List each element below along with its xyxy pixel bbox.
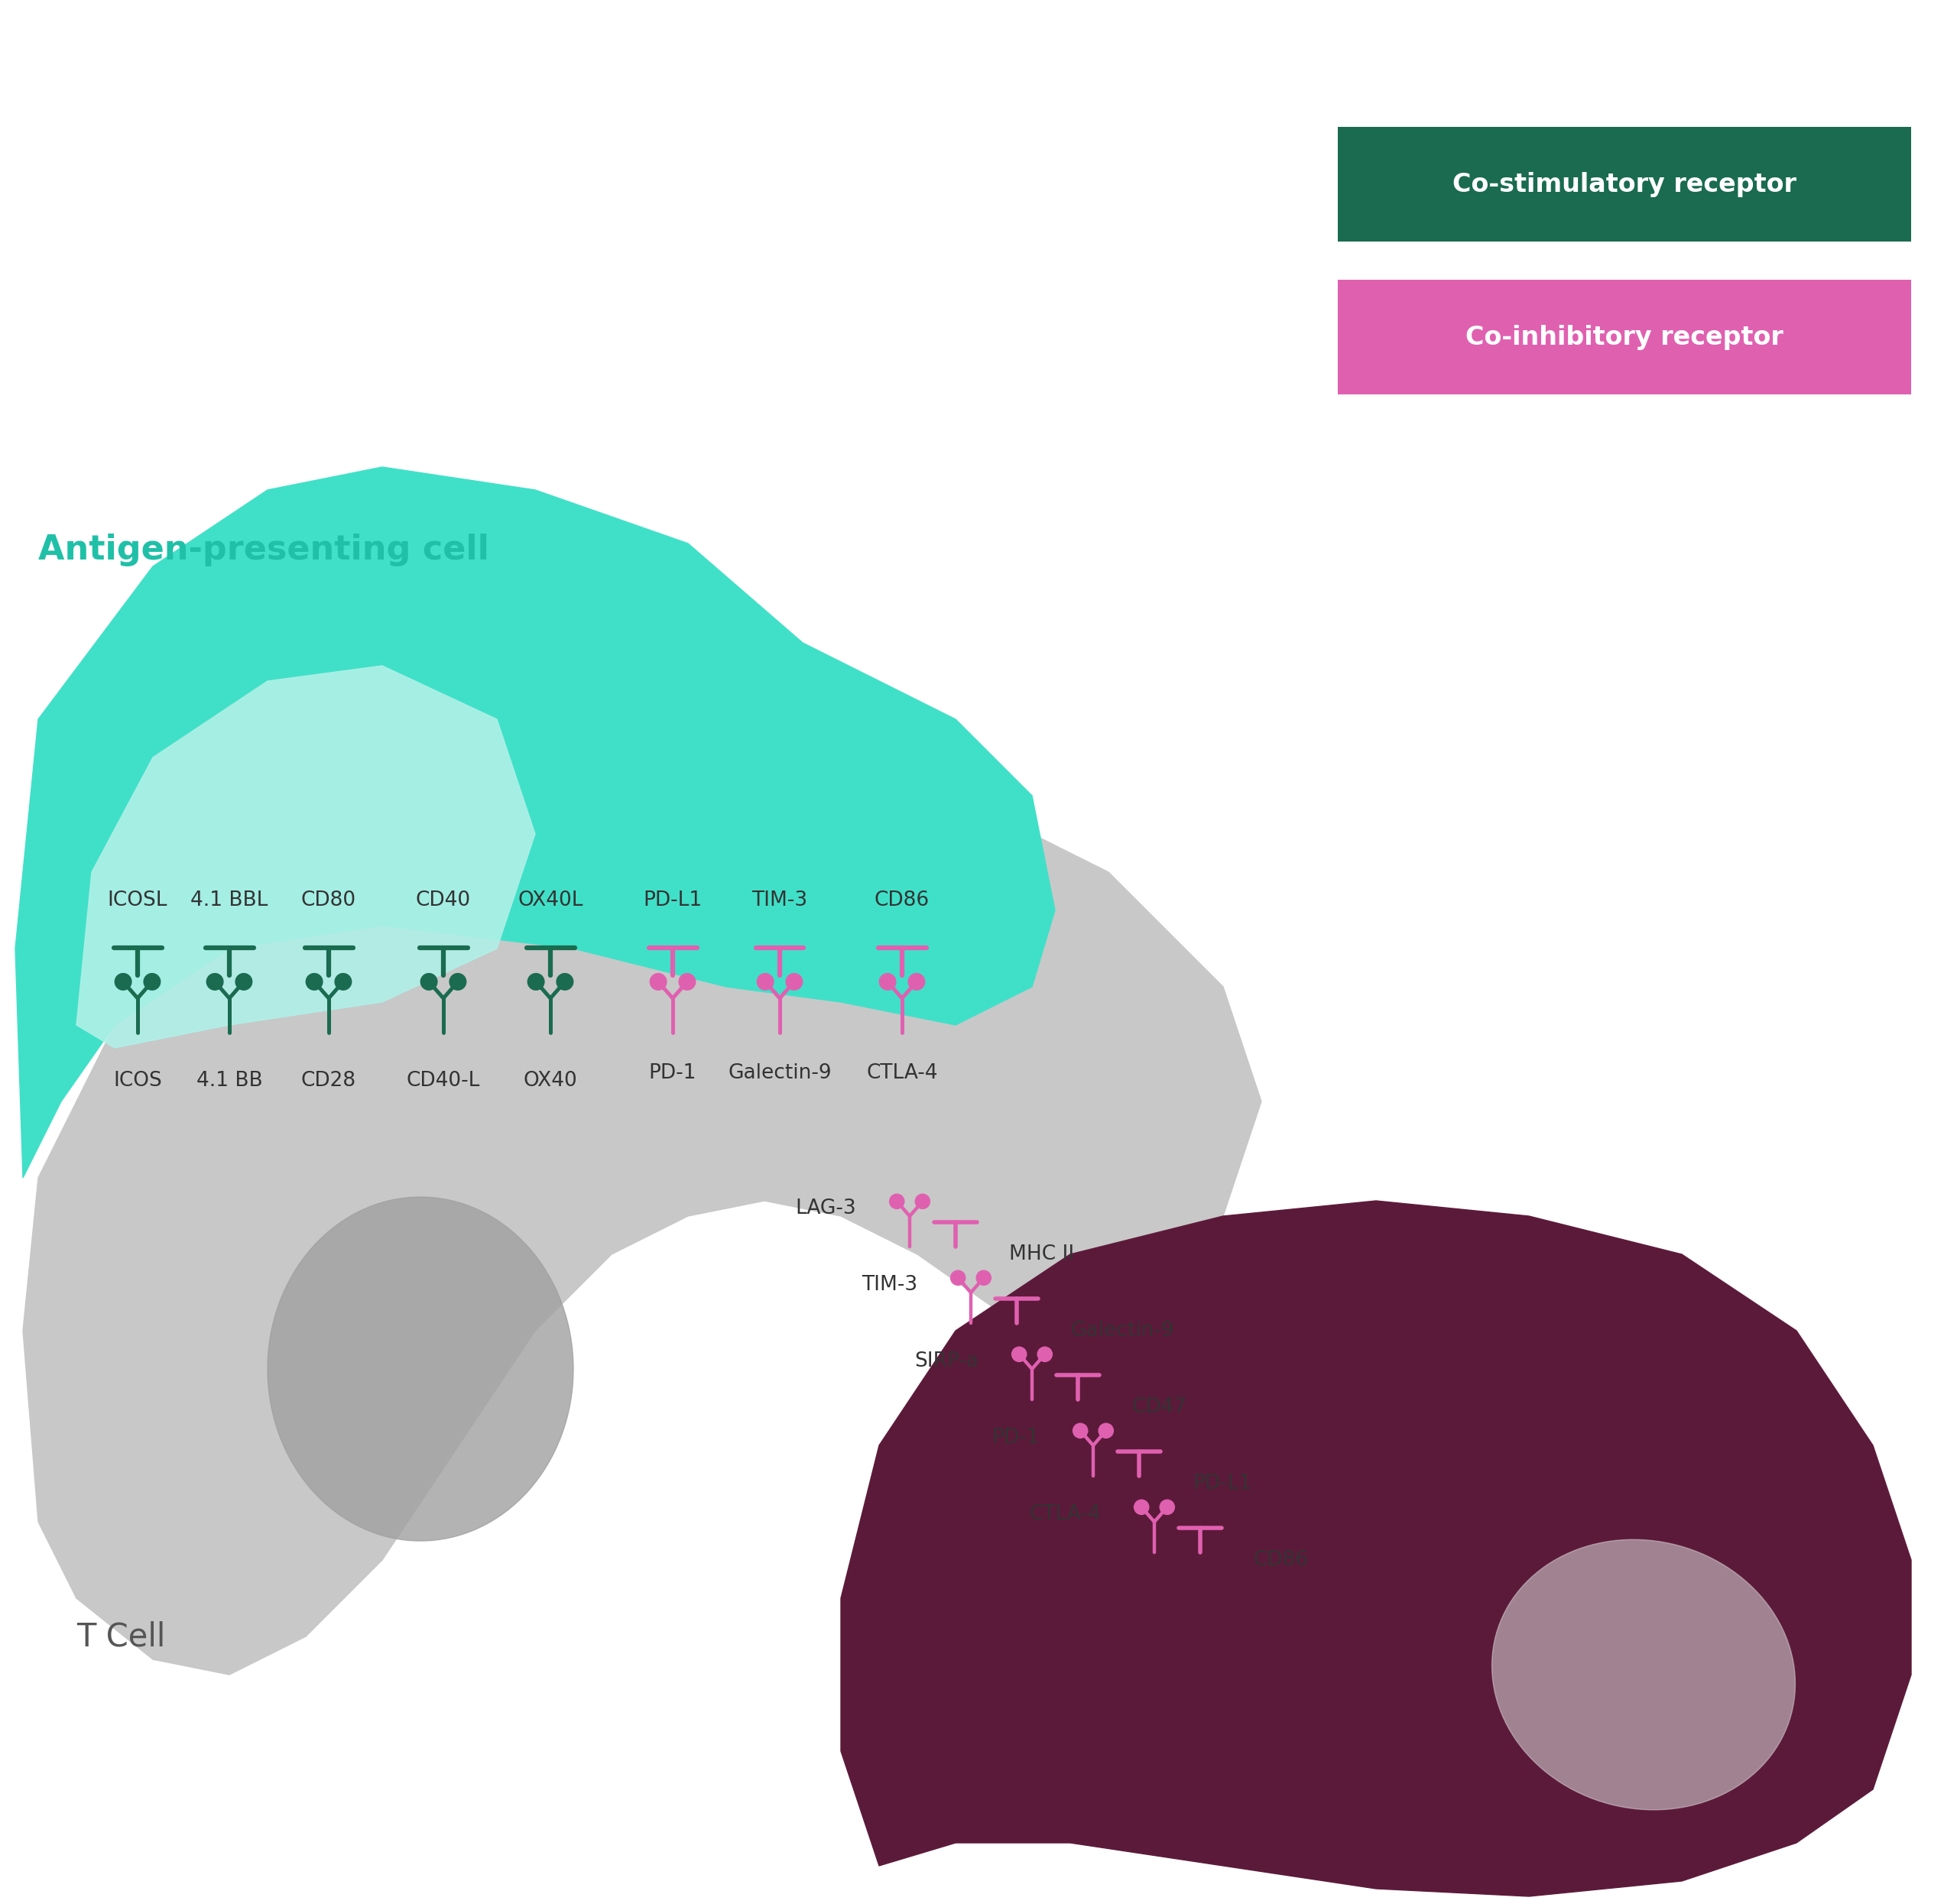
Circle shape — [1135, 1500, 1149, 1514]
Text: PD-1: PD-1 — [992, 1428, 1039, 1447]
Text: 4.1 BB: 4.1 BB — [196, 1070, 262, 1091]
Text: ICOS: ICOS — [114, 1070, 162, 1091]
Text: CD40: CD40 — [415, 891, 472, 910]
Circle shape — [951, 1270, 965, 1285]
Text: SIRP-a: SIRP-a — [914, 1352, 978, 1371]
Text: TIM-3: TIM-3 — [861, 1276, 918, 1295]
Circle shape — [1037, 1346, 1053, 1361]
Circle shape — [650, 973, 667, 990]
Circle shape — [335, 973, 352, 990]
Text: TIM-3: TIM-3 — [751, 891, 808, 910]
Circle shape — [890, 1194, 904, 1209]
Text: PD-1: PD-1 — [650, 1062, 697, 1083]
Text: 4.1 BBL: 4.1 BBL — [190, 891, 268, 910]
Text: Co-inhibitory receptor: Co-inhibitory receptor — [1466, 324, 1783, 350]
Text: MHC II: MHC II — [1010, 1245, 1074, 1264]
Circle shape — [235, 973, 252, 990]
Text: CD86: CD86 — [1254, 1550, 1309, 1571]
FancyBboxPatch shape — [1339, 280, 1912, 394]
Circle shape — [1012, 1346, 1027, 1361]
Ellipse shape — [1491, 1540, 1795, 1811]
Text: CTLA-4: CTLA-4 — [867, 1062, 937, 1083]
Text: CD47: CD47 — [1131, 1398, 1186, 1417]
Text: PD-L1: PD-L1 — [644, 891, 703, 910]
Circle shape — [908, 973, 926, 990]
Text: OX40L: OX40L — [519, 891, 583, 910]
Circle shape — [1072, 1424, 1088, 1438]
Ellipse shape — [268, 1198, 573, 1540]
Circle shape — [1098, 1424, 1114, 1438]
Text: OX40: OX40 — [523, 1070, 577, 1091]
Circle shape — [916, 1194, 930, 1209]
Polygon shape — [16, 466, 1055, 1179]
Circle shape — [757, 973, 773, 990]
Text: Antigen-presenting cell: Antigen-presenting cell — [39, 533, 489, 565]
Text: PD-L1: PD-L1 — [1192, 1474, 1252, 1493]
Circle shape — [1161, 1500, 1174, 1514]
Text: LAG-3: LAG-3 — [795, 1198, 857, 1219]
Circle shape — [421, 973, 436, 990]
Text: CD86: CD86 — [875, 891, 930, 910]
Circle shape — [528, 973, 544, 990]
Circle shape — [143, 973, 160, 990]
Text: CD28: CD28 — [301, 1070, 356, 1091]
Circle shape — [556, 973, 573, 990]
Text: CD40-L: CD40-L — [407, 1070, 479, 1091]
Circle shape — [450, 973, 466, 990]
Circle shape — [679, 973, 695, 990]
Polygon shape — [842, 1201, 1912, 1896]
FancyBboxPatch shape — [1339, 128, 1912, 242]
Circle shape — [787, 973, 802, 990]
Circle shape — [305, 973, 323, 990]
Polygon shape — [76, 666, 534, 1047]
Text: T Cell: T Cell — [76, 1620, 166, 1653]
Text: CTLA-4: CTLA-4 — [1029, 1504, 1100, 1523]
Text: Co-stimulatory receptor: Co-stimulatory receptor — [1452, 171, 1797, 196]
Polygon shape — [23, 773, 1262, 1676]
Text: CD80: CD80 — [301, 891, 356, 910]
Text: Galectin-9: Galectin-9 — [728, 1062, 832, 1083]
Circle shape — [115, 973, 131, 990]
Text: ICOSL: ICOSL — [108, 891, 168, 910]
Circle shape — [207, 973, 223, 990]
Text: Tumor Cell: Tumor Cell — [1319, 1811, 1509, 1843]
Circle shape — [879, 973, 896, 990]
Circle shape — [977, 1270, 990, 1285]
Text: Galectin-9: Galectin-9 — [1070, 1321, 1174, 1340]
